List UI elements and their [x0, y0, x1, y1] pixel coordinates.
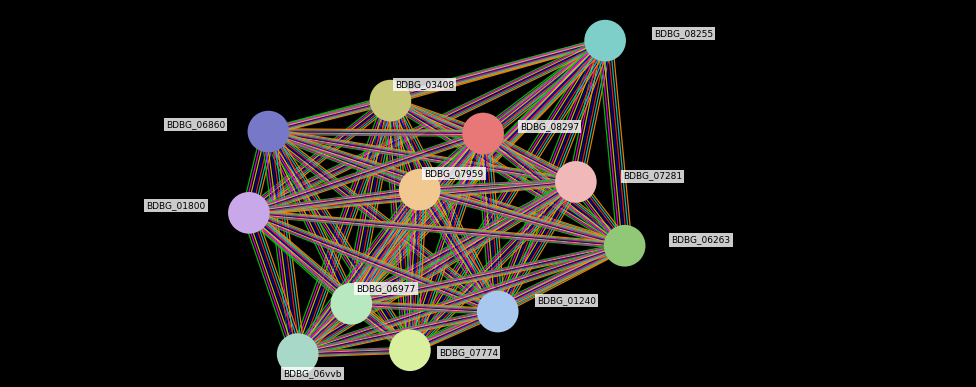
- Text: BDBG_08255: BDBG_08255: [654, 29, 713, 38]
- Point: [617, 243, 632, 249]
- Point: [568, 179, 584, 185]
- Text: BDBG_08297: BDBG_08297: [520, 122, 580, 131]
- Point: [241, 210, 257, 216]
- Text: BDBG_06860: BDBG_06860: [166, 120, 225, 129]
- Text: BDBG_07281: BDBG_07281: [623, 171, 682, 181]
- Text: BDBG_07774: BDBG_07774: [439, 348, 499, 357]
- Point: [383, 98, 398, 104]
- Point: [402, 347, 418, 353]
- Text: BDBG_07959: BDBG_07959: [425, 169, 484, 178]
- Point: [412, 187, 427, 193]
- Point: [261, 128, 276, 135]
- Point: [597, 38, 613, 44]
- Text: BDBG_01240: BDBG_01240: [537, 296, 595, 305]
- Text: BDBG_06vvb: BDBG_06vvb: [283, 369, 342, 378]
- Point: [490, 308, 506, 315]
- Text: BDBG_06977: BDBG_06977: [356, 284, 416, 293]
- Point: [475, 130, 491, 137]
- Text: BDBG_06263: BDBG_06263: [671, 235, 731, 245]
- Point: [344, 301, 359, 307]
- Text: BDBG_03408: BDBG_03408: [395, 80, 455, 89]
- Text: BDBG_01800: BDBG_01800: [146, 201, 206, 211]
- Point: [290, 351, 305, 357]
